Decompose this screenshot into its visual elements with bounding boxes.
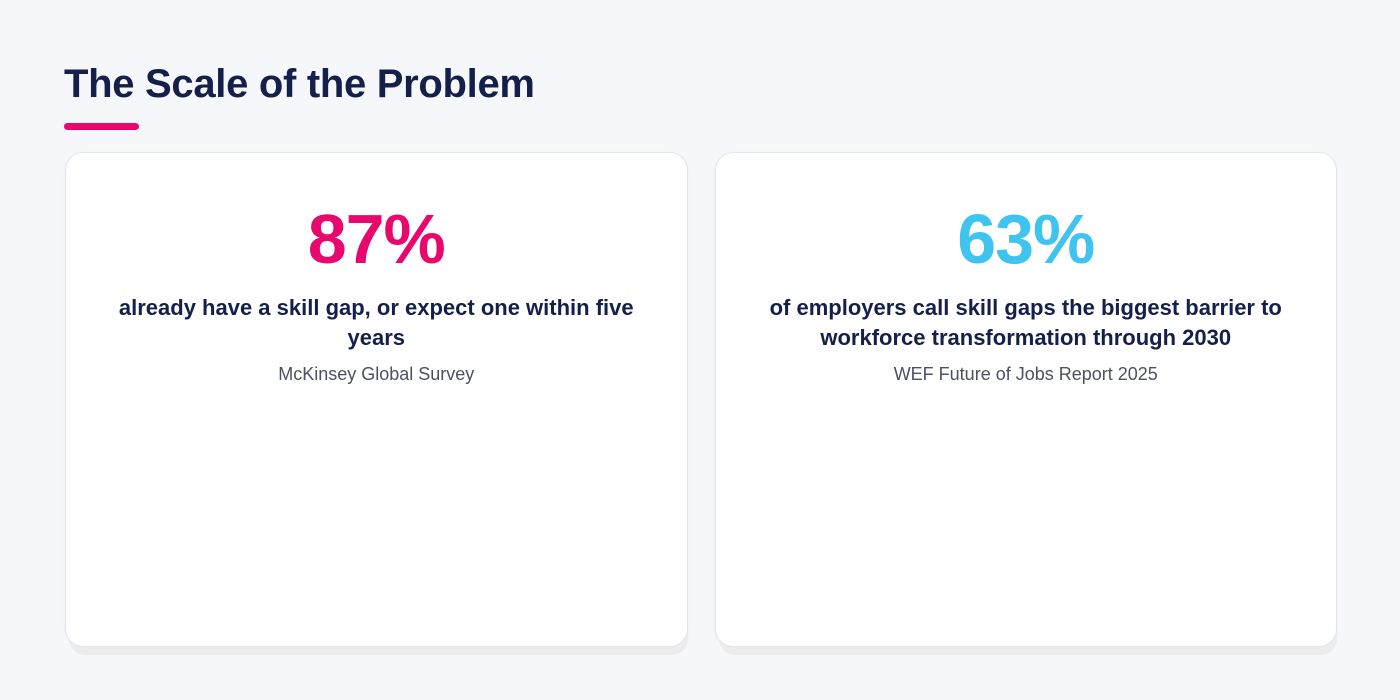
stat-value: 63% bbox=[957, 200, 1095, 278]
stat-description: already have a skill gap, or expect one … bbox=[118, 295, 634, 350]
stat-card-skill-gap: 87% already have a skill gap, or expect … bbox=[65, 152, 688, 647]
stat-source: McKinsey Global Survey bbox=[278, 364, 475, 384]
stat-cards: 87% already have a skill gap, or expect … bbox=[65, 152, 1337, 647]
stat-card-employers: 63% of employers call skill gaps the big… bbox=[714, 152, 1337, 647]
page-title: The Scale of the Problem bbox=[64, 62, 535, 106]
title-underline bbox=[64, 123, 139, 130]
stat-value: 87% bbox=[307, 200, 446, 278]
stat-source: WEF Future of Jobs Report 2025 bbox=[893, 364, 1158, 384]
stat-description: of employers call skill gaps the biggest… bbox=[769, 295, 1282, 350]
